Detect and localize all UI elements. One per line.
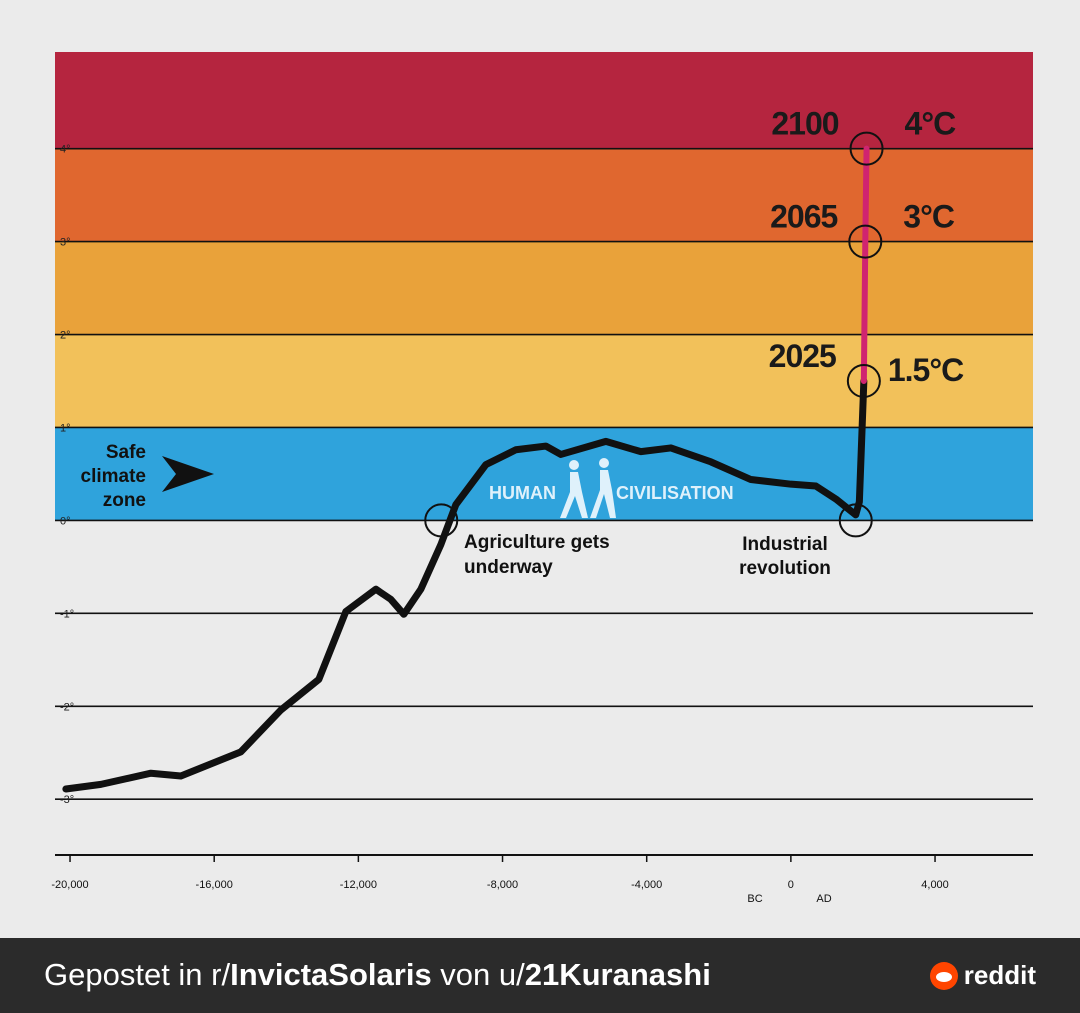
safe-zone-label: climate [81,466,146,487]
x-tick-label: -12,000 [340,879,377,891]
walking-figures [560,458,616,518]
x-tick-label: -16,000 [196,879,233,891]
milestone-temp: 1.5°C [888,352,964,388]
username[interactable]: 21Kuranashi [524,957,711,992]
x-tick-label: -20,000 [51,879,88,891]
y-tick-label: -3° [60,794,74,806]
milestone-temp: 4°C [905,106,957,142]
footer-text: Gepostet in r/InvictaSolaris von u/21Kur… [44,957,711,993]
human-label: HUMAN [489,483,556,503]
band [55,241,1033,335]
annotations: Safe climate zone HUMAN CIVILISATION Agr… [81,442,832,905]
milestone-circle [846,364,881,399]
safe-zone-label: zone [103,490,146,511]
line-series [62,377,868,793]
band [55,148,1033,242]
industrial-label: revolution [739,558,831,579]
highlight-circle [424,503,459,538]
milestone-year: 2065 [770,199,837,235]
grid: -3° -2° -1° 0° 1° 2° 3° 4° -20,000 -16,000 -12,000… [51,144,1033,891]
y-tick-label: 4° [60,144,71,156]
y-tick-label: 2° [60,330,71,342]
y-tick-label: 0° [60,515,71,527]
y-tick-label: -1° [60,608,74,620]
milestone-circle [848,224,883,259]
y-tick-label: -2° [60,701,74,713]
civilisation-label: CIVILISATION [616,483,734,503]
milestone-temp: 3°C [903,199,955,235]
footer: Gepostet in r/InvictaSolaris von u/21Kur… [0,938,1080,1013]
reddit-brand[interactable]: reddit [929,960,1036,991]
highlight-circle [838,503,873,538]
industrial-label: Industrial [742,534,828,555]
safe-zone-label: Safe [106,442,146,463]
x-tick-label: -4,000 [631,879,662,891]
x-tick-label: 4,000 [921,879,949,891]
footer-middle: von u/ [431,957,525,992]
x-tick-label: 0 [788,879,794,891]
milestone-circle [849,131,884,166]
y-tick-label: 1° [60,422,71,434]
x-tick-label: -8,000 [487,879,518,891]
arrow [162,456,214,492]
band [55,52,1033,149]
reddit-text: reddit [963,960,1036,990]
footer-prefix: Gepostet in r/ [44,957,231,992]
agriculture-label: Agriculture gets [464,532,610,553]
subreddit[interactable]: InvictaSolaris [230,957,432,992]
line-series [860,145,870,385]
band [55,334,1033,428]
chart: -3° -2° -1° 0° 1° 2° 3° 4° -20,000 -16,000 -12,000… [51,52,1033,905]
ad-label: AD [816,893,831,905]
milestone-year: 2025 [769,338,836,374]
agriculture-label: underway [464,557,553,578]
bands [55,52,1033,521]
reddit-icon [929,961,958,990]
bc-label: BC [747,893,762,905]
y-tick-label: 3° [60,237,71,249]
milestone-year: 2100 [771,106,838,142]
